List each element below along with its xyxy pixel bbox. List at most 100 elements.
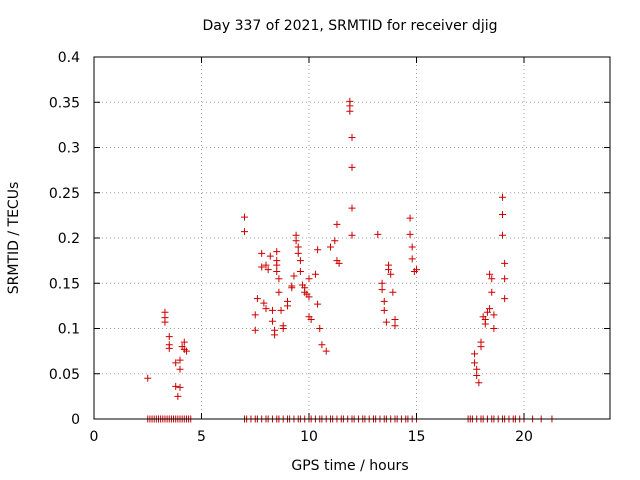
data-point [488, 288, 496, 296]
y-tick-label: 0.05 [49, 367, 80, 383]
data-point [174, 392, 182, 400]
data-point [144, 374, 152, 382]
data-point [346, 107, 354, 115]
data-point [378, 286, 386, 294]
data-point [473, 372, 481, 380]
y-tick-label: 0.35 [49, 95, 80, 111]
data-point [176, 356, 184, 364]
data-points [144, 97, 556, 423]
data-point [305, 275, 313, 283]
data-point [277, 306, 285, 314]
data-point [258, 263, 266, 271]
data-point [260, 299, 268, 307]
data-point [380, 306, 388, 314]
data-point [385, 266, 393, 274]
data-point [161, 318, 169, 326]
data-point [266, 252, 274, 260]
x-tick-label: 15 [408, 429, 426, 445]
data-point [258, 249, 266, 257]
data-point [305, 293, 313, 301]
x-tick-label: 0 [90, 429, 99, 445]
data-point [380, 297, 388, 305]
data-point [475, 379, 483, 387]
data-point [499, 210, 506, 218]
y-tick-label: 0.1 [58, 322, 80, 338]
data-point [288, 284, 296, 292]
data-point [180, 338, 188, 346]
data-point [296, 257, 304, 265]
data-point [335, 259, 343, 267]
data-point [182, 347, 190, 355]
data-point [172, 359, 180, 367]
data-point [477, 343, 485, 351]
data-point [311, 270, 319, 278]
data-point [348, 163, 356, 171]
data-point [483, 308, 491, 316]
data-point [391, 315, 399, 323]
data-point [279, 325, 287, 332]
data-point [331, 237, 339, 245]
data-point [471, 350, 479, 358]
data-point [294, 243, 302, 251]
x-tick-label: 5 [197, 429, 206, 445]
data-point [490, 311, 498, 319]
data-point [333, 220, 341, 228]
data-point [176, 383, 184, 391]
data-point [318, 341, 326, 349]
data-point [378, 279, 386, 287]
data-point [172, 382, 180, 390]
x-tick-label: 10 [300, 429, 318, 445]
grid-lines [94, 57, 610, 419]
data-point [251, 311, 259, 319]
data-point [473, 365, 481, 373]
data-point [275, 275, 283, 283]
data-point [490, 325, 498, 332]
data-point [406, 214, 414, 222]
data-point [307, 315, 315, 323]
y-tick-label: 0.2 [58, 231, 80, 247]
data-point [273, 248, 281, 256]
x-tick-label: 20 [515, 429, 533, 445]
data-point [389, 288, 397, 296]
data-point [486, 270, 494, 278]
data-point [387, 270, 395, 278]
data-point [488, 275, 496, 283]
data-point [391, 322, 399, 330]
y-tick-label: 0.15 [49, 276, 80, 292]
data-point [241, 213, 248, 221]
data-point [262, 261, 270, 269]
data-point [268, 306, 276, 314]
data-point [348, 231, 356, 239]
y-tick-label: 0.3 [58, 141, 80, 157]
data-point [271, 326, 279, 334]
data-point [348, 204, 356, 212]
data-point [251, 326, 259, 334]
data-point [322, 347, 330, 355]
data-point [348, 134, 356, 142]
data-point [501, 259, 509, 267]
data-point [501, 295, 509, 303]
axis-ticks: 0 5 10 15 20 0 0.05 0.1 0.15 0.2 0.25 0.3 0.35 0.4 [49, 50, 610, 445]
data-point [165, 333, 173, 341]
data-point [275, 288, 283, 296]
data-point [284, 302, 291, 310]
y-axis-label: SRMTID / TECUs [6, 182, 22, 295]
data-point [316, 325, 324, 332]
data-point [262, 305, 270, 313]
data-point [268, 317, 276, 325]
data-point [413, 266, 420, 274]
data-point [501, 275, 509, 283]
data-point [314, 246, 322, 254]
data-point [314, 300, 322, 308]
y-tick-label: 0.4 [58, 50, 80, 66]
data-point [471, 359, 479, 367]
data-point [241, 228, 248, 236]
data-point [486, 305, 494, 313]
data-point [408, 255, 416, 263]
data-point [481, 320, 489, 328]
data-point [292, 237, 300, 245]
data-point [296, 267, 304, 275]
data-point [294, 249, 302, 257]
data-point [408, 243, 416, 251]
